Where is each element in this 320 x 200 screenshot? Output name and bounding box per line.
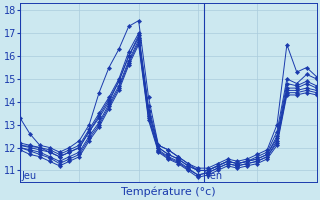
Text: Ven: Ven bbox=[205, 171, 223, 181]
X-axis label: Température (°c): Température (°c) bbox=[121, 186, 216, 197]
Text: Jeu: Jeu bbox=[21, 171, 36, 181]
